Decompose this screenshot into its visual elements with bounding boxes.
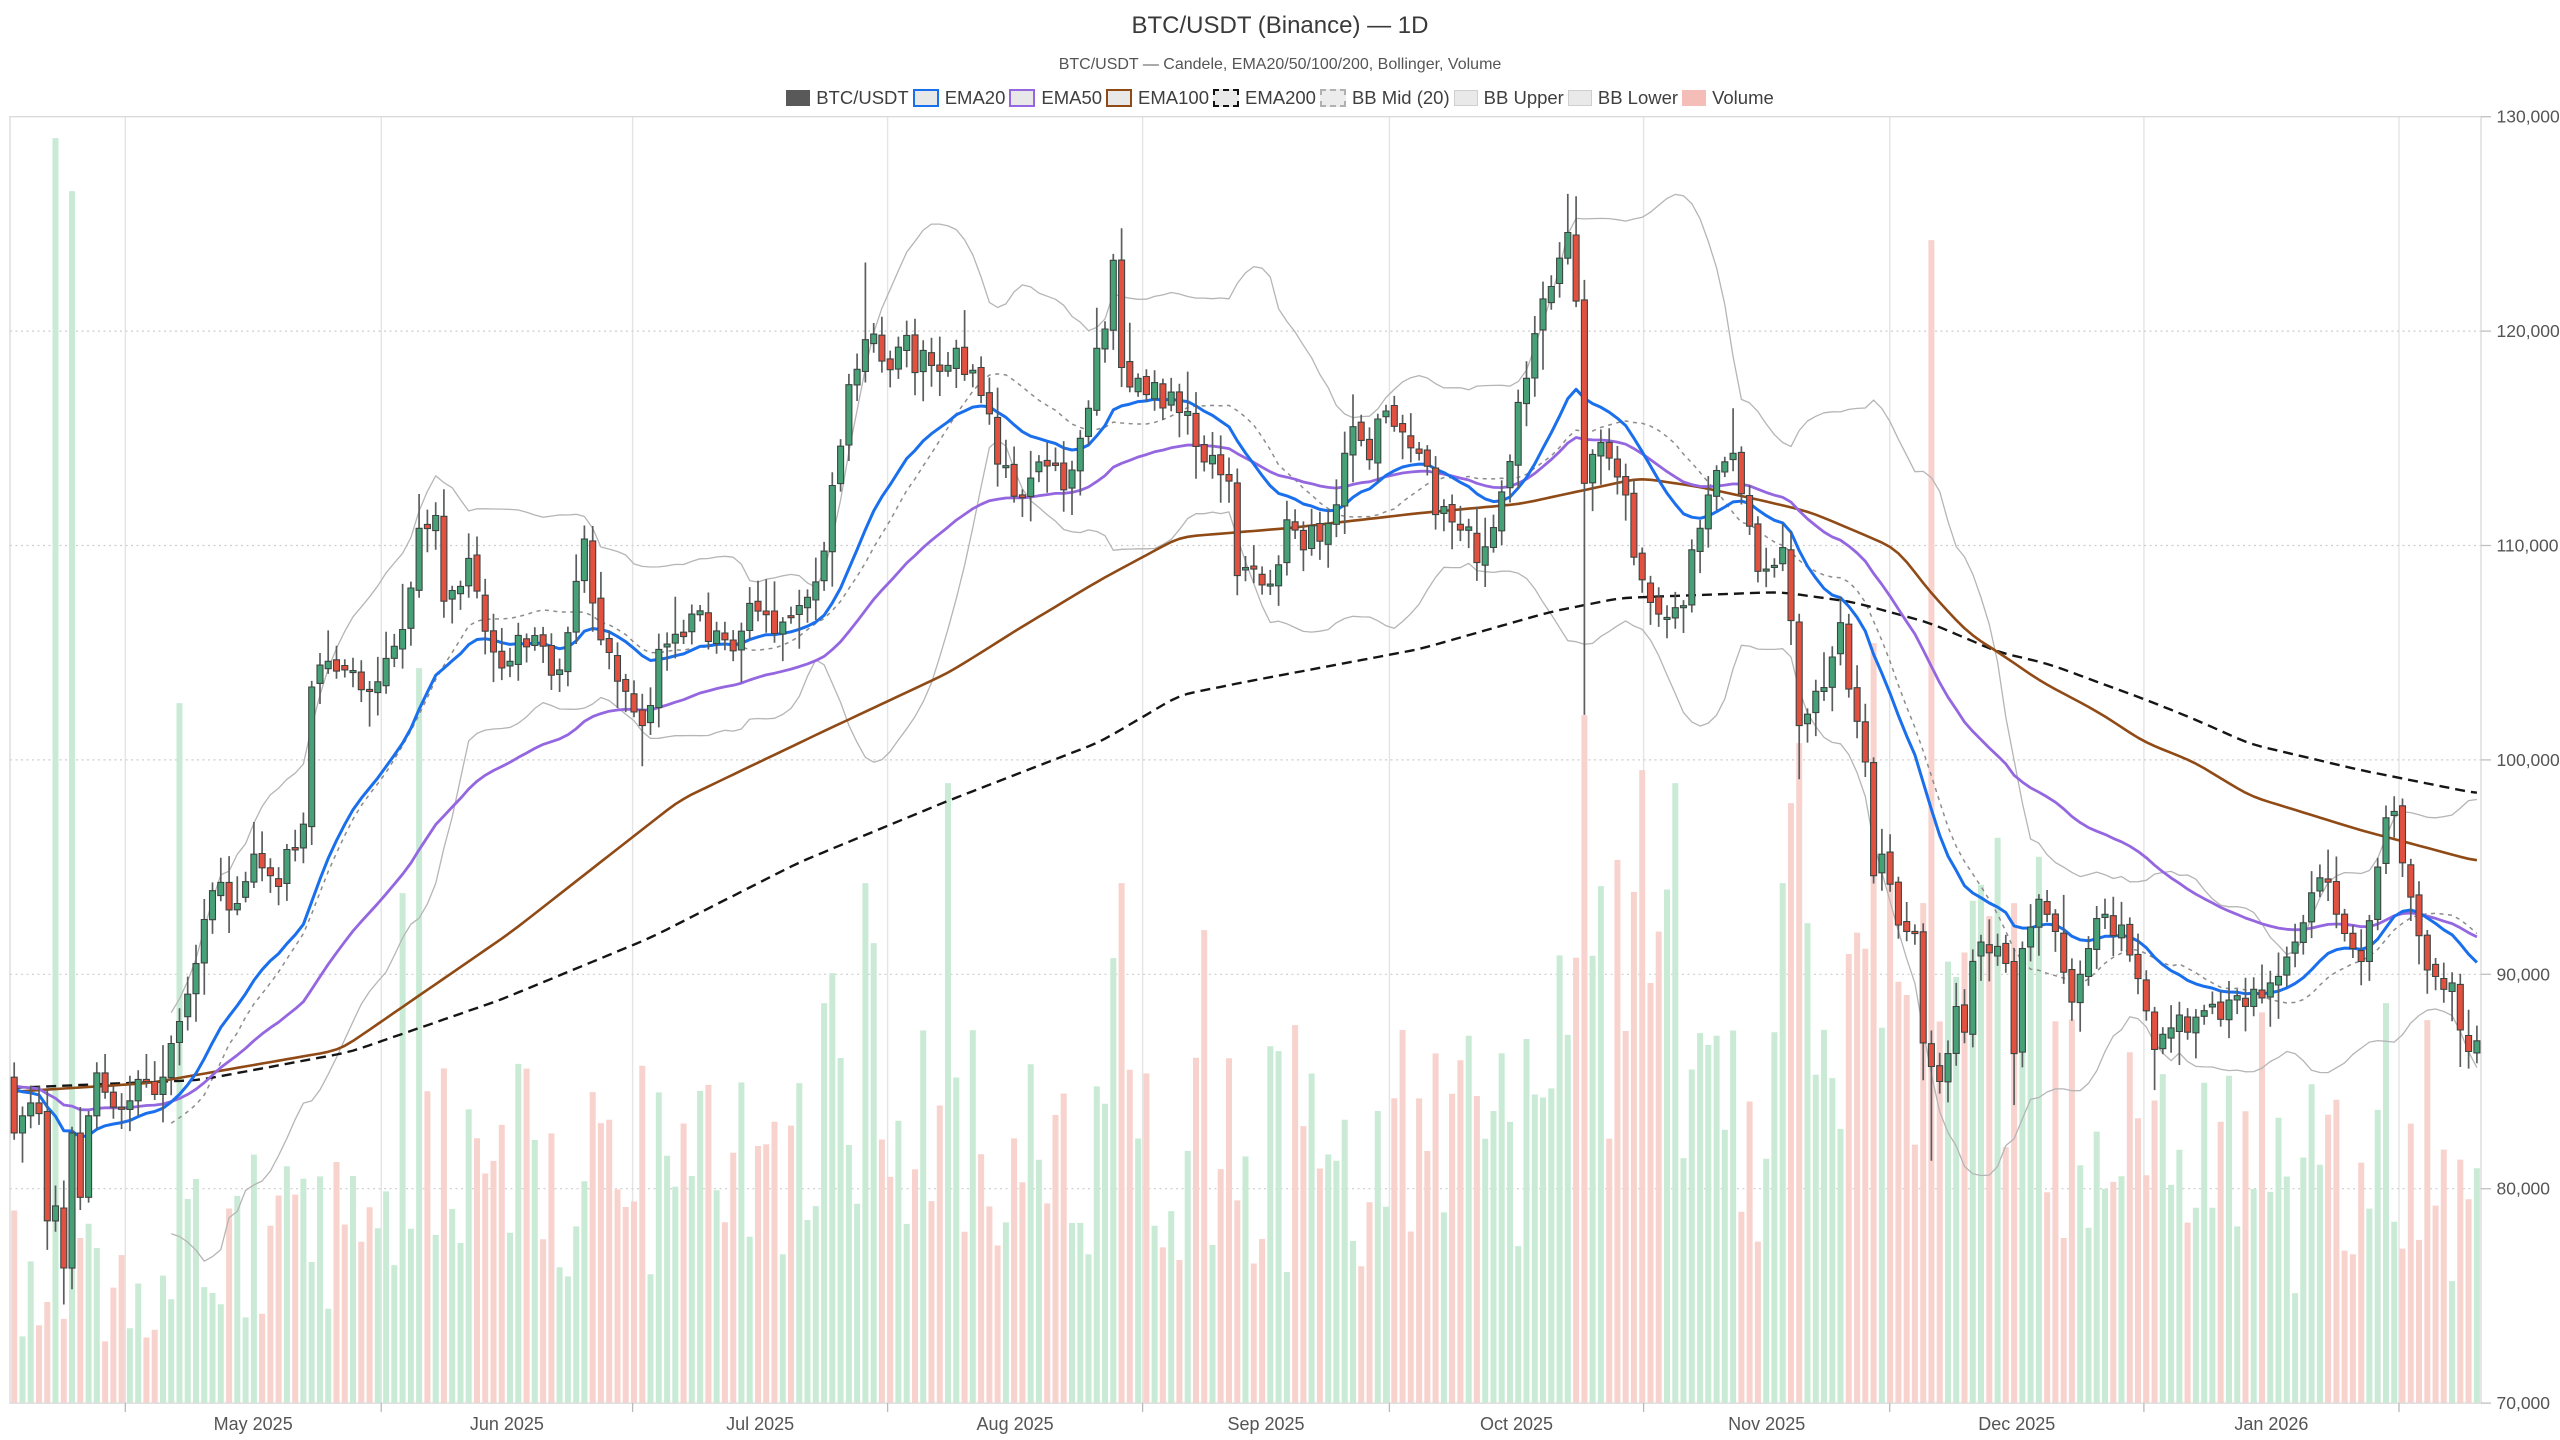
svg-text:May 2025: May 2025 bbox=[214, 1414, 293, 1434]
svg-text:110,000: 110,000 bbox=[2497, 536, 2559, 556]
svg-text:Oct 2025: Oct 2025 bbox=[1480, 1414, 1553, 1434]
svg-text:Aug 2025: Aug 2025 bbox=[977, 1414, 1054, 1434]
svg-text:Jan 2026: Jan 2026 bbox=[2234, 1414, 2308, 1434]
svg-text:90,000: 90,000 bbox=[2497, 964, 2551, 984]
svg-text:130,000: 130,000 bbox=[2497, 107, 2560, 127]
svg-text:Dec 2025: Dec 2025 bbox=[1978, 1414, 2055, 1434]
svg-text:100,000: 100,000 bbox=[2497, 750, 2560, 770]
svg-text:Sep 2025: Sep 2025 bbox=[1227, 1414, 1304, 1434]
svg-text:70,000: 70,000 bbox=[2497, 1393, 2551, 1413]
svg-text:120,000: 120,000 bbox=[2497, 321, 2560, 341]
svg-text:Jun 2025: Jun 2025 bbox=[470, 1414, 544, 1434]
svg-text:Jul 2025: Jul 2025 bbox=[726, 1414, 794, 1434]
svg-text:Nov 2025: Nov 2025 bbox=[1728, 1414, 1805, 1434]
svg-text:80,000: 80,000 bbox=[2497, 1179, 2551, 1199]
